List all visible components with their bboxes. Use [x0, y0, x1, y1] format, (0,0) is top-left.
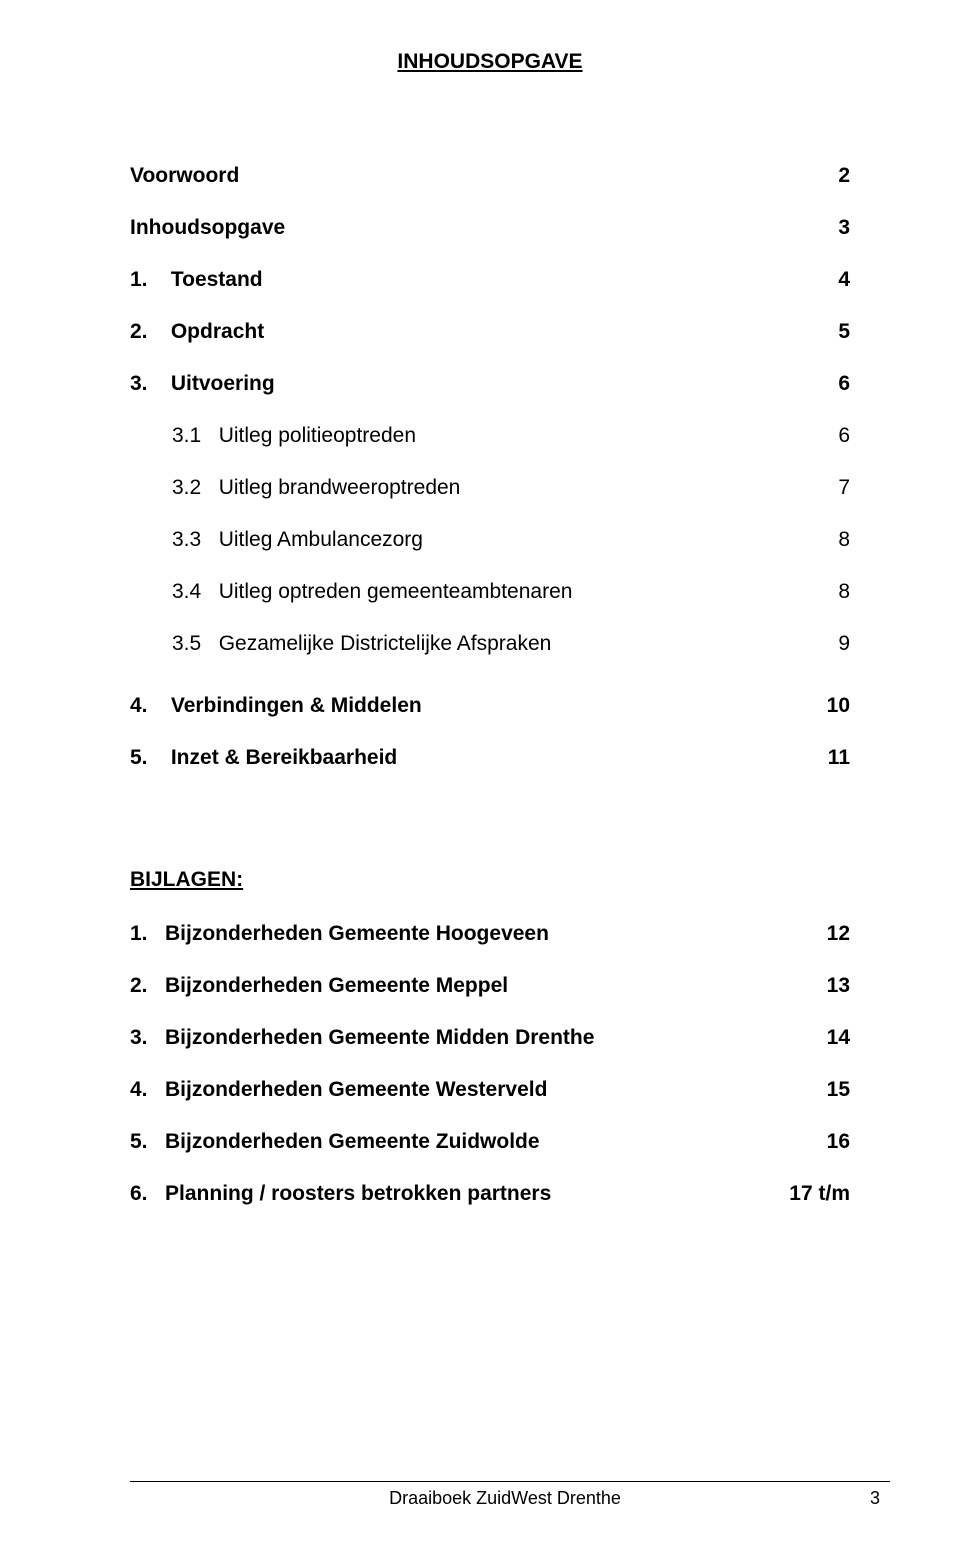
footer-row: Draaiboek ZuidWest Drenthe 3 [130, 1488, 890, 1509]
toc-row: 2. Opdracht 5 [130, 320, 850, 344]
toc-label: 3. Bijzonderheden Gemeente Midden Drenth… [130, 1026, 594, 1050]
toc-subrow: 3.3 Uitleg Ambulancezorg 8 [130, 528, 850, 552]
toc-row: 1. Toestand 4 [130, 268, 850, 292]
toc-label: 2. Bijzonderheden Gemeente Meppel [130, 974, 508, 998]
bijlagen-row: 6. Planning / roosters betrokken partner… [130, 1182, 850, 1206]
toc-label: 5. Inzet & Bereikbaarheid [130, 746, 397, 770]
toc-page: 6 [790, 372, 850, 396]
toc-page: 17 t/m [789, 1182, 850, 1206]
toc-page: 10 [790, 694, 850, 718]
bijlagen-row: 3. Bijzonderheden Gemeente Midden Drenth… [130, 1026, 850, 1050]
toc-label: 3. Uitvoering [130, 372, 275, 396]
toc-page: 8 [790, 528, 850, 552]
toc-page: 7 [790, 476, 850, 500]
spacer [130, 798, 850, 868]
toc-label: 3.2 Uitleg brandweeroptreden [172, 476, 460, 500]
toc-label: 2. Opdracht [130, 320, 264, 344]
toc-row: Inhoudsopgave 3 [130, 216, 850, 240]
toc-page: 5 [790, 320, 850, 344]
page: INHOUDSOPGAVE Voorwoord 2 Inhoudsopgave … [0, 0, 960, 1549]
toc-label: 6. Planning / roosters betrokken partner… [130, 1182, 551, 1206]
toc-subrow: 3.5 Gezamelijke Districtelijke Afspraken… [130, 632, 850, 656]
toc-label: 3.3 Uitleg Ambulancezorg [172, 528, 423, 552]
bijlagen-row: 2. Bijzonderheden Gemeente Meppel 13 [130, 974, 850, 998]
toc-page: 12 [790, 922, 850, 946]
toc-label: 3.5 Gezamelijke Districtelijke Afspraken [172, 632, 551, 656]
footer-page-number: 3 [630, 1488, 890, 1509]
toc-subrow: 3.4 Uitleg optreden gemeenteambtenaren 8 [130, 580, 850, 604]
bijlagen-heading: BIJLAGEN: [130, 868, 850, 892]
toc-row: 4. Verbindingen & Middelen 10 [130, 694, 850, 718]
toc-label: 3.1 Uitleg politieoptreden [172, 424, 416, 448]
toc-row: Voorwoord 2 [130, 164, 850, 188]
toc-page: 9 [790, 632, 850, 656]
toc-page: 3 [790, 216, 850, 240]
toc-label: 3.4 Uitleg optreden gemeenteambtenaren [172, 580, 572, 604]
page-title: INHOUDSOPGAVE [130, 50, 850, 74]
toc-page: 16 [790, 1130, 850, 1154]
footer-divider [130, 1481, 890, 1482]
toc-page: 13 [790, 974, 850, 998]
toc-label: 5. Bijzonderheden Gemeente Zuidwolde [130, 1130, 540, 1154]
toc-label: 1. Toestand [130, 268, 263, 292]
toc-page: 8 [790, 580, 850, 604]
bijlagen-row: 4. Bijzonderheden Gemeente Westerveld 15 [130, 1078, 850, 1102]
footer-center: Draaiboek ZuidWest Drenthe [380, 1488, 630, 1509]
toc-label: Inhoudsopgave [130, 216, 285, 240]
toc-row: 3. Uitvoering 6 [130, 372, 850, 396]
toc-subrow: 3.2 Uitleg brandweeroptreden 7 [130, 476, 850, 500]
toc-page: 6 [790, 424, 850, 448]
toc-page: 2 [790, 164, 850, 188]
spacer [130, 684, 850, 694]
toc-label: 1. Bijzonderheden Gemeente Hoogeveen [130, 922, 549, 946]
footer: Draaiboek ZuidWest Drenthe 3 [130, 1481, 890, 1509]
bijlagen-row: 5. Bijzonderheden Gemeente Zuidwolde 16 [130, 1130, 850, 1154]
toc-page: 15 [790, 1078, 850, 1102]
toc-label: Voorwoord [130, 164, 239, 188]
toc-page: 4 [790, 268, 850, 292]
toc-page: 14 [790, 1026, 850, 1050]
toc-page: 11 [790, 746, 850, 770]
toc-row: 5. Inzet & Bereikbaarheid 11 [130, 746, 850, 770]
toc-subrow: 3.1 Uitleg politieoptreden 6 [130, 424, 850, 448]
toc-label: 4. Bijzonderheden Gemeente Westerveld [130, 1078, 547, 1102]
bijlagen-row: 1. Bijzonderheden Gemeente Hoogeveen 12 [130, 922, 850, 946]
toc-label: 4. Verbindingen & Middelen [130, 694, 422, 718]
